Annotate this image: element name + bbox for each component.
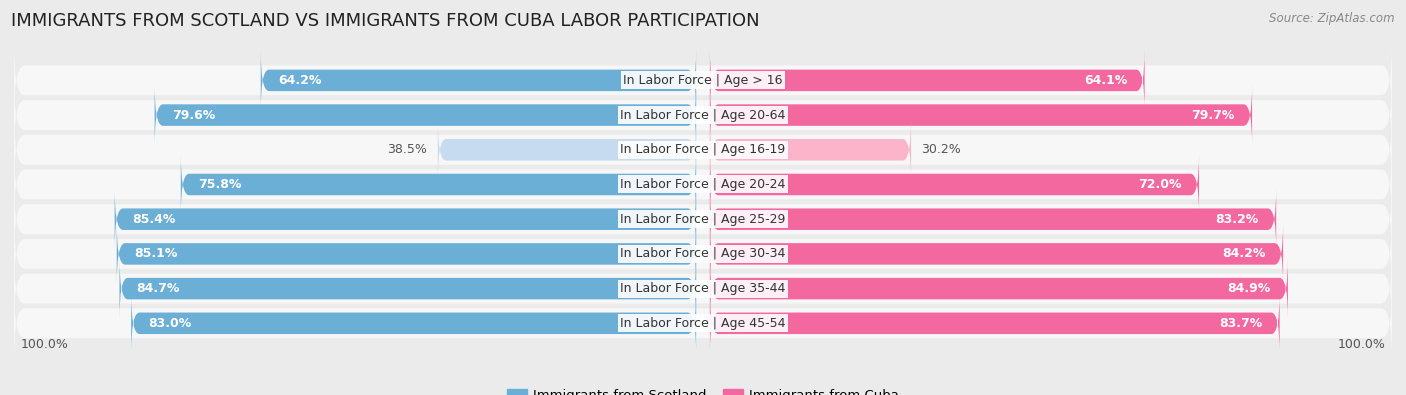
FancyBboxPatch shape	[14, 286, 1392, 361]
FancyBboxPatch shape	[115, 188, 696, 250]
FancyBboxPatch shape	[14, 147, 1392, 222]
FancyBboxPatch shape	[260, 49, 696, 111]
Text: In Labor Force | Age 16-19: In Labor Force | Age 16-19	[620, 143, 786, 156]
FancyBboxPatch shape	[710, 84, 1253, 146]
Text: 100.0%: 100.0%	[21, 339, 69, 351]
Text: 75.8%: 75.8%	[198, 178, 242, 191]
FancyBboxPatch shape	[14, 182, 1392, 256]
Text: 83.2%: 83.2%	[1216, 213, 1258, 226]
Text: 79.7%: 79.7%	[1191, 109, 1234, 122]
Text: 84.2%: 84.2%	[1222, 247, 1265, 260]
Text: 30.2%: 30.2%	[921, 143, 962, 156]
FancyBboxPatch shape	[437, 119, 696, 181]
FancyBboxPatch shape	[155, 84, 696, 146]
FancyBboxPatch shape	[14, 252, 1392, 326]
Text: In Labor Force | Age 25-29: In Labor Force | Age 25-29	[620, 213, 786, 226]
Text: 100.0%: 100.0%	[1337, 339, 1385, 351]
FancyBboxPatch shape	[14, 43, 1392, 117]
Legend: Immigrants from Scotland, Immigrants from Cuba: Immigrants from Scotland, Immigrants fro…	[502, 384, 904, 395]
Text: 38.5%: 38.5%	[388, 143, 427, 156]
Text: In Labor Force | Age 20-24: In Labor Force | Age 20-24	[620, 178, 786, 191]
FancyBboxPatch shape	[14, 113, 1392, 187]
FancyBboxPatch shape	[14, 217, 1392, 291]
FancyBboxPatch shape	[710, 154, 1199, 215]
FancyBboxPatch shape	[710, 188, 1277, 250]
FancyBboxPatch shape	[120, 258, 696, 320]
FancyBboxPatch shape	[14, 78, 1392, 152]
FancyBboxPatch shape	[710, 258, 1288, 320]
Text: 79.6%: 79.6%	[172, 109, 215, 122]
Text: In Labor Force | Age 30-34: In Labor Force | Age 30-34	[620, 247, 786, 260]
Text: 64.1%: 64.1%	[1084, 74, 1128, 87]
FancyBboxPatch shape	[710, 223, 1284, 285]
Text: Source: ZipAtlas.com: Source: ZipAtlas.com	[1270, 12, 1395, 25]
FancyBboxPatch shape	[710, 119, 911, 181]
Text: IMMIGRANTS FROM SCOTLAND VS IMMIGRANTS FROM CUBA LABOR PARTICIPATION: IMMIGRANTS FROM SCOTLAND VS IMMIGRANTS F…	[11, 12, 759, 30]
Text: In Labor Force | Age 45-54: In Labor Force | Age 45-54	[620, 317, 786, 330]
Text: In Labor Force | Age 20-64: In Labor Force | Age 20-64	[620, 109, 786, 122]
Text: 72.0%: 72.0%	[1139, 178, 1182, 191]
FancyBboxPatch shape	[131, 292, 696, 354]
Text: 64.2%: 64.2%	[278, 74, 322, 87]
Text: 84.9%: 84.9%	[1227, 282, 1271, 295]
FancyBboxPatch shape	[117, 223, 696, 285]
Text: 85.1%: 85.1%	[134, 247, 177, 260]
Text: In Labor Force | Age 35-44: In Labor Force | Age 35-44	[620, 282, 786, 295]
Text: In Labor Force | Age > 16: In Labor Force | Age > 16	[623, 74, 783, 87]
FancyBboxPatch shape	[710, 49, 1144, 111]
Text: 83.0%: 83.0%	[149, 317, 191, 330]
FancyBboxPatch shape	[181, 154, 696, 215]
Text: 84.7%: 84.7%	[136, 282, 180, 295]
FancyBboxPatch shape	[710, 292, 1279, 354]
Text: 83.7%: 83.7%	[1219, 317, 1263, 330]
Text: 85.4%: 85.4%	[132, 213, 176, 226]
